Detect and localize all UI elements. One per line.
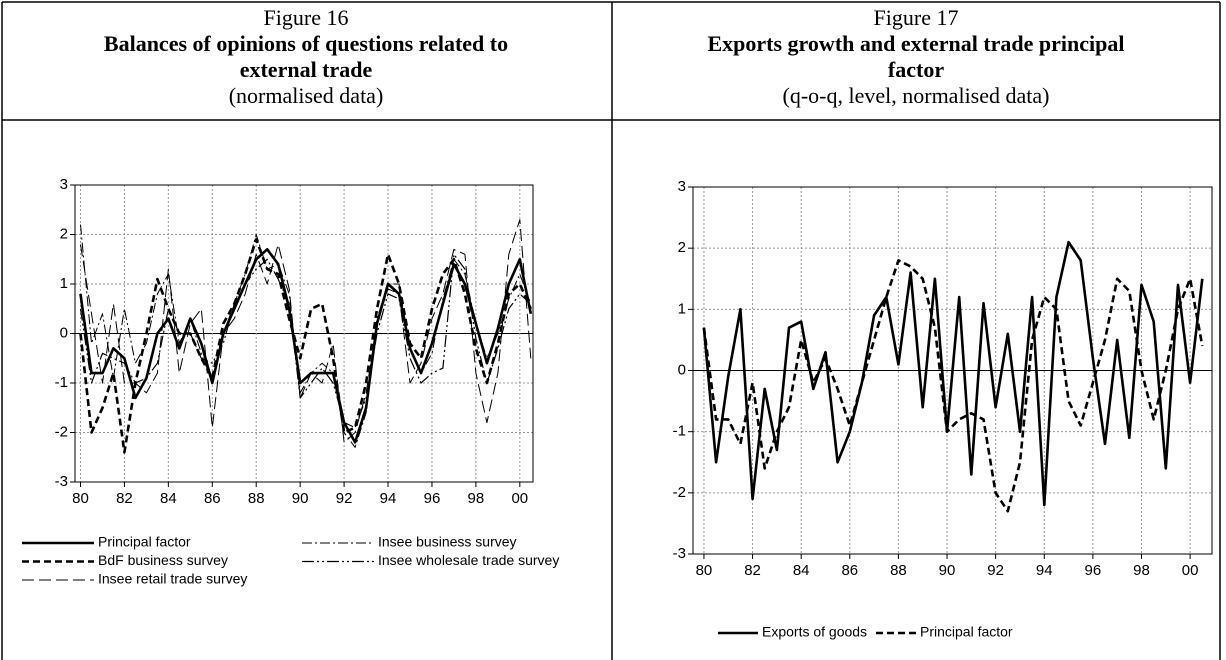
- y-tick-label: 0: [678, 361, 686, 378]
- x-tick-label: 96: [1085, 562, 1102, 579]
- x-tick-label: 90: [939, 562, 956, 579]
- x-tick-label: 80: [696, 562, 713, 579]
- figure-title: Balances of opinions of questions relate…: [104, 31, 508, 56]
- legend-label: Principal factor: [98, 534, 191, 550]
- y-tick-label: 3: [678, 178, 686, 195]
- y-tick-label: -3: [55, 473, 68, 490]
- x-tick-label: 84: [160, 490, 177, 507]
- y-tick-label: -3: [673, 545, 686, 562]
- x-tick-label: 82: [744, 562, 761, 579]
- x-tick-label: 92: [336, 490, 353, 507]
- legend-label: Exports of goods: [762, 624, 867, 640]
- y-tick-label: 3: [60, 176, 68, 193]
- x-tick-label: 86: [204, 490, 221, 507]
- series-line: [702, 240, 1204, 507]
- y-tick-label: -1: [673, 423, 686, 440]
- figure-title: factor: [888, 57, 944, 82]
- x-tick-label: 84: [793, 562, 810, 579]
- series-line: [80, 219, 532, 443]
- legend-label: Insee business survey: [378, 534, 517, 550]
- x-tick-label: 92: [987, 562, 1004, 579]
- y-tick-label: 2: [60, 225, 68, 242]
- series-line: [79, 253, 532, 429]
- figure-title: external trade: [240, 57, 373, 82]
- figure-subtitle: (q-o-q, level, normalised data): [783, 83, 1050, 108]
- figure-number: Figure 16: [264, 5, 349, 30]
- x-tick-label: 90: [292, 490, 309, 507]
- y-tick-label: 1: [60, 275, 68, 292]
- y-tick-label: 2: [678, 239, 686, 256]
- series-line: [80, 224, 532, 448]
- x-tick-label: 98: [468, 490, 485, 507]
- x-tick-label: 94: [1036, 562, 1053, 579]
- figure-title: Exports growth and external trade princi…: [708, 31, 1125, 56]
- y-tick-label: -1: [55, 374, 68, 391]
- y-tick-label: -2: [673, 484, 686, 501]
- x-tick-label: 96: [424, 490, 441, 507]
- x-tick-label: 00: [1182, 562, 1199, 579]
- legend-label: Principal factor: [920, 624, 1013, 640]
- x-tick-label: 00: [511, 490, 528, 507]
- series-line: [702, 259, 1204, 513]
- figure-subtitle: (normalised data): [229, 83, 384, 108]
- series-line: [79, 248, 533, 444]
- x-tick-label: 88: [248, 490, 265, 507]
- y-tick-label: 0: [60, 324, 68, 341]
- figure-number: Figure 17: [874, 5, 959, 30]
- x-tick-label: 80: [72, 490, 89, 507]
- legend-label: BdF business survey: [98, 552, 228, 568]
- legend-label: Insee wholesale trade survey: [378, 552, 559, 568]
- plot-frame: [74, 184, 534, 483]
- x-tick-label: 94: [380, 490, 397, 507]
- plot-frame: [692, 186, 1213, 555]
- y-tick-label: 1: [678, 300, 686, 317]
- x-tick-label: 82: [116, 490, 133, 507]
- x-tick-label: 98: [1133, 562, 1150, 579]
- x-tick-label: 88: [890, 562, 907, 579]
- series-line: [79, 238, 532, 454]
- legend-label: Insee retail trade survey: [98, 571, 247, 587]
- y-tick-label: -2: [55, 423, 68, 440]
- x-tick-label: 86: [841, 562, 858, 579]
